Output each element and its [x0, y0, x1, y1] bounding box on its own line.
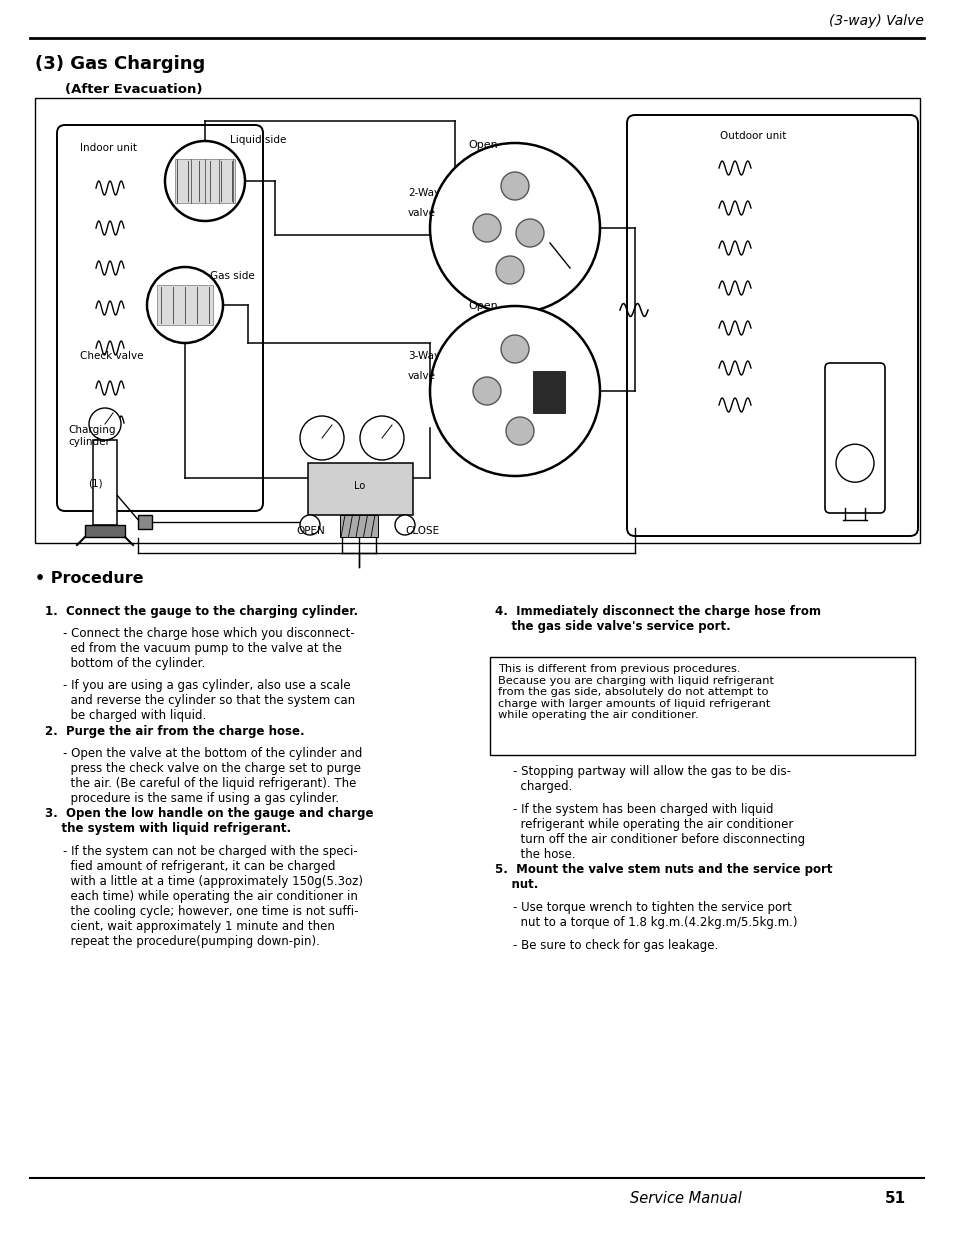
Text: • Procedure: • Procedure: [35, 571, 144, 585]
FancyBboxPatch shape: [174, 159, 234, 203]
FancyBboxPatch shape: [490, 658, 914, 755]
Text: Service Manual: Service Manual: [629, 1191, 741, 1206]
Circle shape: [496, 256, 523, 283]
FancyBboxPatch shape: [138, 515, 152, 530]
Text: 4.  Immediately disconnect the charge hose from
    the gas side valve's service: 4. Immediately disconnect the charge hos…: [495, 605, 821, 633]
Circle shape: [395, 515, 415, 534]
Circle shape: [500, 172, 529, 200]
Circle shape: [165, 140, 245, 221]
Text: - Open the valve at the bottom of the cylinder and
  press the check valve on th: - Open the valve at the bottom of the cy…: [63, 747, 362, 805]
Text: 3-Way: 3-Way: [408, 351, 439, 360]
Text: - If you are using a gas cylinder, also use a scale
  and reverse the cylinder s: - If you are using a gas cylinder, also …: [63, 679, 355, 722]
Text: 2.  Purge the air from the charge hose.: 2. Purge the air from the charge hose.: [45, 725, 304, 738]
Circle shape: [299, 416, 344, 460]
Text: Charging
cylinder: Charging cylinder: [68, 425, 115, 446]
Text: Gas side: Gas side: [210, 271, 254, 281]
Text: Outdoor unit: Outdoor unit: [720, 131, 785, 140]
Text: (3) Gas Charging: (3) Gas Charging: [35, 55, 205, 73]
FancyBboxPatch shape: [533, 370, 564, 413]
Circle shape: [430, 143, 599, 313]
Circle shape: [835, 444, 873, 482]
Text: This is different from previous procedures.
Because you are charging with liquid: This is different from previous procedur…: [497, 664, 773, 721]
Text: 3.  Open the low handle on the gauge and charge
    the system with liquid refri: 3. Open the low handle on the gauge and …: [45, 807, 374, 835]
FancyBboxPatch shape: [626, 116, 917, 536]
Circle shape: [147, 267, 223, 343]
Circle shape: [359, 416, 403, 460]
Text: - If the system can not be charged with the speci-
  fied amount of refrigerant,: - If the system can not be charged with …: [63, 845, 363, 948]
Text: Open: Open: [468, 140, 497, 150]
Circle shape: [89, 408, 121, 440]
Text: 2-Way: 2-Way: [408, 188, 439, 198]
Text: (3-way) Valve: (3-way) Valve: [828, 14, 923, 29]
Text: 5.  Mount the valve stem nuts and the service port
    nut.: 5. Mount the valve stem nuts and the ser…: [495, 863, 832, 891]
Circle shape: [473, 214, 500, 242]
Text: (1): (1): [88, 479, 103, 488]
Circle shape: [299, 515, 319, 534]
Circle shape: [430, 306, 599, 476]
Text: - Connect the charge hose which you disconnect-
  ed from the vacuum pump to the: - Connect the charge hose which you disc…: [63, 626, 355, 670]
Text: - If the system has been charged with liquid
  refrigerant while operating the a: - If the system has been charged with li…: [513, 803, 804, 861]
Text: - Use torque wrench to tighten the service port
  nut to a torque of 1.8 kg.m.(4: - Use torque wrench to tighten the servi…: [513, 901, 797, 929]
Circle shape: [516, 219, 543, 247]
Text: Check valve: Check valve: [80, 351, 143, 360]
Text: 51: 51: [884, 1191, 905, 1206]
FancyBboxPatch shape: [57, 126, 263, 511]
Circle shape: [473, 377, 500, 405]
Text: valve: valve: [408, 370, 436, 382]
Text: Indoor unit: Indoor unit: [80, 143, 137, 153]
Text: Open: Open: [468, 301, 497, 311]
Text: - Be sure to check for gas leakage.: - Be sure to check for gas leakage.: [513, 938, 718, 952]
Text: - Stopping partway will allow the gas to be dis-
  charged.: - Stopping partway will allow the gas to…: [513, 764, 790, 793]
Text: (After Evacuation): (After Evacuation): [65, 83, 202, 96]
Text: valve: valve: [408, 208, 436, 218]
FancyBboxPatch shape: [824, 363, 884, 513]
FancyBboxPatch shape: [35, 98, 919, 543]
Text: 1.  Connect the gauge to the charging cylinder.: 1. Connect the gauge to the charging cyl…: [45, 605, 357, 618]
Circle shape: [500, 336, 529, 363]
FancyBboxPatch shape: [85, 525, 125, 537]
Text: Liquid side: Liquid side: [230, 135, 286, 145]
FancyBboxPatch shape: [308, 462, 413, 515]
Text: CLOSE: CLOSE: [405, 526, 438, 536]
Circle shape: [505, 416, 534, 445]
FancyBboxPatch shape: [92, 440, 117, 525]
Text: Lo: Lo: [354, 481, 365, 491]
Text: OPEN: OPEN: [295, 526, 324, 536]
FancyBboxPatch shape: [157, 285, 213, 324]
FancyBboxPatch shape: [339, 515, 377, 537]
